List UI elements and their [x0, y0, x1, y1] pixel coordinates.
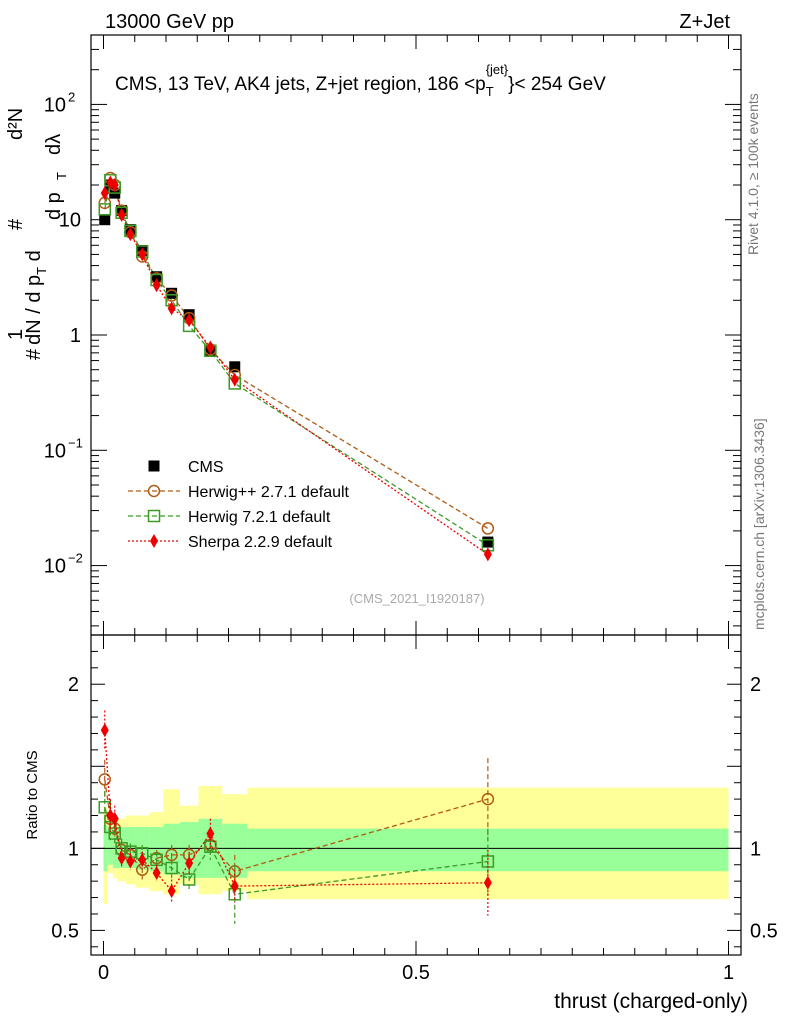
main-ylabel-hash: # — [5, 218, 27, 230]
data-point-data — [99, 214, 111, 226]
plot-title-sub: T — [486, 84, 494, 99]
legend-marker-data — [148, 460, 160, 472]
y-tick-label-exponent: −1 — [68, 435, 83, 450]
ratio-point-sherpa — [167, 884, 176, 898]
y-tick-label-exponent: −2 — [68, 551, 83, 566]
ratio-point-sherpa — [117, 851, 126, 866]
data-point-data — [482, 536, 494, 548]
x-tick-label: 0 — [98, 962, 109, 984]
plot-title-main: CMS, 13 TeV, AK4 jets, Z+jet region, 186… — [115, 74, 486, 95]
plot-title: CMS, 13 TeV, AK4 jets, Z+jet region, 186… — [115, 62, 606, 99]
plot-title-tail: }< 254 GeV — [508, 74, 606, 95]
y-tick-label: 10 — [59, 210, 81, 232]
main-ylabel-bottom: d p T dλ — [43, 134, 69, 220]
ratio-y-tick-label: 2 — [68, 674, 79, 696]
legend-label-herwigpp: Herwig++ 2.7.1 default — [188, 484, 350, 501]
ratio-point-herwig7 — [108, 827, 121, 840]
ratio-point-sherpa — [206, 826, 215, 841]
x-tick-label: 0.5 — [402, 962, 430, 984]
data-point-sherpa — [152, 278, 161, 293]
ratio-point-sherpa — [100, 723, 109, 738]
legend-label-herwig7: Herwig 7.2.1 default — [188, 509, 331, 526]
x-tick-label: 1 — [723, 962, 734, 984]
y-tick-label: 10 — [44, 440, 66, 462]
main-ylabel-denom: d p — [43, 192, 65, 220]
data-point-data — [166, 287, 178, 299]
main-ylabel-dlambda: dλ — [43, 134, 65, 155]
x-axis-label: thrust (charged-only) — [554, 990, 748, 1013]
series-line-herwigpp — [104, 176, 489, 529]
data-point-sherpa — [206, 340, 215, 355]
data-point-sherpa — [117, 207, 126, 222]
rivet-label: Rivet 4.1.0, ≥ 100k events — [745, 93, 761, 255]
data-point-sherpa — [185, 312, 194, 327]
main-ylabel-top: 1 # d²N — [5, 108, 27, 340]
y-tick-label: 10 — [44, 556, 66, 578]
uncertainty-band-inner — [107, 828, 113, 865]
analysis-watermark: (CMS_2021_I1920187) — [349, 591, 484, 606]
main-ylabel-denom-sub: T — [54, 172, 69, 180]
ratio-point-sherpa — [152, 865, 161, 880]
ratio-y-tick-label-right: 2 — [750, 674, 761, 696]
legend-label-sherpa: Sherpa 2.2.9 default — [188, 534, 333, 551]
data-point-herwigpp — [481, 522, 495, 535]
ratio-point-sherpa — [110, 811, 119, 826]
main-ylabel: #dN / d pT d — [23, 250, 49, 360]
legend-label-data: CMS — [188, 459, 224, 476]
y-tick-label: 10 — [44, 94, 66, 116]
data-point-sherpa — [100, 186, 109, 201]
ratio-line-herwigpp — [104, 779, 489, 873]
uncertainty-band-inner — [112, 827, 118, 869]
data-point-sherpa — [230, 372, 239, 387]
ratio-ylabel: Ratio to CMS — [24, 750, 41, 839]
ratio-point-herwigpp — [98, 773, 111, 786]
ratio-point-herwig7 — [204, 840, 217, 853]
data-point-sherpa — [138, 247, 147, 262]
main-ylabel-numerator: 1 — [5, 329, 27, 340]
data-point-herwig7 — [98, 203, 111, 216]
data-point-sherpa — [126, 227, 135, 242]
ratio-y-tick-label: 1 — [68, 838, 79, 860]
data-point-sherpa — [110, 178, 119, 192]
main-ylabel-dN: d²N — [5, 108, 27, 140]
plot-title-sup: {jet} — [486, 62, 509, 77]
ratio-point-sherpa — [138, 852, 147, 867]
legend-marker-herwigpp — [147, 484, 161, 498]
ratio-point-sherpa — [230, 879, 239, 894]
mcplots-label: mcplots.cern.ch [arXiv:1306.3436] — [751, 418, 767, 630]
legend-marker-herwig7 — [147, 509, 161, 523]
header-right: Z+Jet — [679, 11, 730, 33]
data-point-data — [229, 361, 241, 373]
data-point-sherpa — [483, 547, 492, 562]
ratio-point-sherpa — [185, 856, 194, 871]
header-left: 13000 GeV pp — [105, 11, 234, 33]
ratio-y-tick-label: 0.5 — [51, 920, 79, 942]
ratio-point-sherpa — [126, 854, 135, 869]
ratio-point-herwigpp — [481, 792, 495, 806]
data-point-data — [151, 271, 163, 283]
data-point-sherpa — [167, 301, 176, 316]
ratio-point-sherpa — [483, 875, 492, 890]
ratio-plot: 0 0.5 1 0.5 0.5 1 1 2 2 — [51, 621, 778, 984]
ratio-point-herwig7 — [182, 873, 196, 886]
legend-marker-sherpa — [150, 534, 158, 548]
y-tick-label: 1 — [70, 325, 81, 347]
ratio-point-herwig7 — [165, 861, 178, 875]
y-tick-label-exponent: 2 — [68, 89, 75, 104]
main-ylabel-text: #dN / d pT d — [23, 250, 49, 360]
legend: CMS Herwig++ 2.7.1 default Herwig 7.2.1 de… — [128, 459, 350, 551]
ratio-y-tick-label-right: 0.5 — [750, 920, 778, 942]
ratio-y-tick-label-right: 1 — [750, 838, 761, 860]
